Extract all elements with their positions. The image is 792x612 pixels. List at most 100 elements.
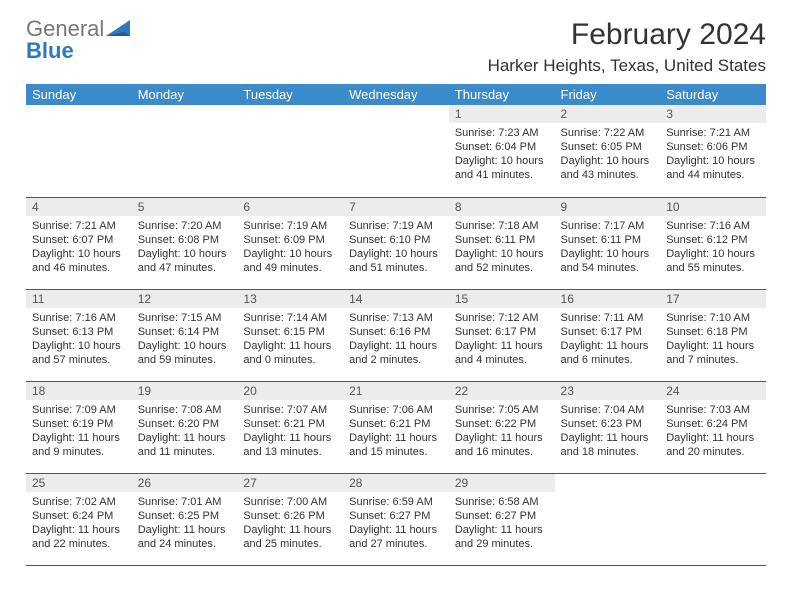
sunset-text: Sunset: 6:24 PM [32, 509, 126, 523]
day-body: Sunrise: 7:08 AMSunset: 6:20 PMDaylight:… [132, 400, 238, 465]
sunrise-text: Sunrise: 7:18 AM [455, 219, 549, 233]
day-number: 18 [26, 382, 132, 400]
calendar-cell: 26Sunrise: 7:01 AMSunset: 6:25 PMDayligh… [132, 473, 238, 565]
page-title: February 2024 [488, 18, 766, 52]
day-number: 27 [237, 474, 343, 492]
day-number: 4 [26, 198, 132, 216]
calendar-cell: 4Sunrise: 7:21 AMSunset: 6:07 PMDaylight… [26, 197, 132, 289]
sunset-text: Sunset: 6:18 PM [666, 325, 760, 339]
sunrise-text: Sunrise: 7:22 AM [561, 126, 655, 140]
daylight-text: Daylight: 10 hours and 47 minutes. [138, 247, 232, 275]
calendar-cell: 14Sunrise: 7:13 AMSunset: 6:16 PMDayligh… [343, 289, 449, 381]
calendar-cell: 13Sunrise: 7:14 AMSunset: 6:15 PMDayligh… [237, 289, 343, 381]
calendar-cell: 1Sunrise: 7:23 AMSunset: 6:04 PMDaylight… [449, 105, 555, 197]
sunrise-text: Sunrise: 6:59 AM [349, 495, 443, 509]
sunrise-text: Sunrise: 7:13 AM [349, 311, 443, 325]
sunset-text: Sunset: 6:08 PM [138, 233, 232, 247]
col-saturday: Saturday [660, 84, 766, 105]
calendar-cell: 27Sunrise: 7:00 AMSunset: 6:26 PMDayligh… [237, 473, 343, 565]
calendar-cell: 18Sunrise: 7:09 AMSunset: 6:19 PMDayligh… [26, 381, 132, 473]
day-body: Sunrise: 6:58 AMSunset: 6:27 PMDaylight:… [449, 492, 555, 557]
daylight-text: Daylight: 10 hours and 43 minutes. [561, 154, 655, 182]
calendar-cell: 22Sunrise: 7:05 AMSunset: 6:22 PMDayligh… [449, 381, 555, 473]
sunset-text: Sunset: 6:19 PM [32, 417, 126, 431]
sunset-text: Sunset: 6:04 PM [455, 140, 549, 154]
col-wednesday: Wednesday [343, 84, 449, 105]
sunset-text: Sunset: 6:27 PM [349, 509, 443, 523]
calendar-cell: 8Sunrise: 7:18 AMSunset: 6:11 PMDaylight… [449, 197, 555, 289]
daylight-text: Daylight: 10 hours and 46 minutes. [32, 247, 126, 275]
sunset-text: Sunset: 6:24 PM [666, 417, 760, 431]
day-body: Sunrise: 7:01 AMSunset: 6:25 PMDaylight:… [132, 492, 238, 557]
sunrise-text: Sunrise: 7:03 AM [666, 403, 760, 417]
day-number: 28 [343, 474, 449, 492]
sunset-text: Sunset: 6:25 PM [138, 509, 232, 523]
day-body: Sunrise: 7:18 AMSunset: 6:11 PMDaylight:… [449, 216, 555, 281]
day-number: 11 [26, 290, 132, 308]
daylight-text: Daylight: 10 hours and 54 minutes. [561, 247, 655, 275]
sunset-text: Sunset: 6:06 PM [666, 140, 760, 154]
day-body: Sunrise: 7:21 AMSunset: 6:07 PMDaylight:… [26, 216, 132, 281]
sunset-text: Sunset: 6:27 PM [455, 509, 549, 523]
day-number: 19 [132, 382, 238, 400]
daylight-text: Daylight: 11 hours and 7 minutes. [666, 339, 760, 367]
sunrise-text: Sunrise: 6:58 AM [455, 495, 549, 509]
sunset-text: Sunset: 6:12 PM [666, 233, 760, 247]
day-number: 9 [555, 198, 661, 216]
logo-word2: Blue [26, 38, 74, 63]
sunrise-text: Sunrise: 7:20 AM [138, 219, 232, 233]
daylight-text: Daylight: 11 hours and 24 minutes. [138, 523, 232, 551]
day-number: 10 [660, 198, 766, 216]
day-body: Sunrise: 7:10 AMSunset: 6:18 PMDaylight:… [660, 308, 766, 373]
col-friday: Friday [555, 84, 661, 105]
day-body: Sunrise: 7:22 AMSunset: 6:05 PMDaylight:… [555, 123, 661, 188]
sunrise-text: Sunrise: 7:23 AM [455, 126, 549, 140]
daylight-text: Daylight: 10 hours and 55 minutes. [666, 247, 760, 275]
day-body: Sunrise: 7:03 AMSunset: 6:24 PMDaylight:… [660, 400, 766, 465]
sunrise-text: Sunrise: 7:12 AM [455, 311, 549, 325]
day-body: Sunrise: 7:07 AMSunset: 6:21 PMDaylight:… [237, 400, 343, 465]
calendar-cell: 24Sunrise: 7:03 AMSunset: 6:24 PMDayligh… [660, 381, 766, 473]
day-number: 24 [660, 382, 766, 400]
calendar-cell: 25Sunrise: 7:02 AMSunset: 6:24 PMDayligh… [26, 473, 132, 565]
calendar-cell: 10Sunrise: 7:16 AMSunset: 6:12 PMDayligh… [660, 197, 766, 289]
day-body: Sunrise: 7:16 AMSunset: 6:12 PMDaylight:… [660, 216, 766, 281]
day-body: Sunrise: 7:09 AMSunset: 6:19 PMDaylight:… [26, 400, 132, 465]
calendar-cell: 11Sunrise: 7:16 AMSunset: 6:13 PMDayligh… [26, 289, 132, 381]
day-number: 1 [449, 105, 555, 123]
daylight-text: Daylight: 11 hours and 25 minutes. [243, 523, 337, 551]
col-sunday: Sunday [26, 84, 132, 105]
daylight-text: Daylight: 11 hours and 18 minutes. [561, 431, 655, 459]
daylight-text: Daylight: 11 hours and 15 minutes. [349, 431, 443, 459]
calendar-cell: 15Sunrise: 7:12 AMSunset: 6:17 PMDayligh… [449, 289, 555, 381]
calendar-cell: 19Sunrise: 7:08 AMSunset: 6:20 PMDayligh… [132, 381, 238, 473]
daylight-text: Daylight: 10 hours and 57 minutes. [32, 339, 126, 367]
calendar-cell: 5Sunrise: 7:20 AMSunset: 6:08 PMDaylight… [132, 197, 238, 289]
calendar-row: 4Sunrise: 7:21 AMSunset: 6:07 PMDaylight… [26, 197, 766, 289]
daylight-text: Daylight: 11 hours and 22 minutes. [32, 523, 126, 551]
day-body: Sunrise: 7:11 AMSunset: 6:17 PMDaylight:… [555, 308, 661, 373]
day-body: Sunrise: 7:04 AMSunset: 6:23 PMDaylight:… [555, 400, 661, 465]
calendar-cell: 16Sunrise: 7:11 AMSunset: 6:17 PMDayligh… [555, 289, 661, 381]
calendar-row: 18Sunrise: 7:09 AMSunset: 6:19 PMDayligh… [26, 381, 766, 473]
sunset-text: Sunset: 6:22 PM [455, 417, 549, 431]
col-thursday: Thursday [449, 84, 555, 105]
day-number: 7 [343, 198, 449, 216]
daylight-text: Daylight: 10 hours and 44 minutes. [666, 154, 760, 182]
sunrise-text: Sunrise: 7:21 AM [32, 219, 126, 233]
sunset-text: Sunset: 6:07 PM [32, 233, 126, 247]
day-number: 25 [26, 474, 132, 492]
day-body: Sunrise: 7:19 AMSunset: 6:10 PMDaylight:… [343, 216, 449, 281]
calendar-cell [343, 105, 449, 197]
day-body: Sunrise: 7:20 AMSunset: 6:08 PMDaylight:… [132, 216, 238, 281]
day-number: 14 [343, 290, 449, 308]
col-tuesday: Tuesday [237, 84, 343, 105]
daylight-text: Daylight: 10 hours and 51 minutes. [349, 247, 443, 275]
daylight-text: Daylight: 11 hours and 4 minutes. [455, 339, 549, 367]
day-body: Sunrise: 6:59 AMSunset: 6:27 PMDaylight:… [343, 492, 449, 557]
daylight-text: Daylight: 11 hours and 6 minutes. [561, 339, 655, 367]
day-body: Sunrise: 7:06 AMSunset: 6:21 PMDaylight:… [343, 400, 449, 465]
calendar-row: 25Sunrise: 7:02 AMSunset: 6:24 PMDayligh… [26, 473, 766, 565]
daylight-text: Daylight: 11 hours and 13 minutes. [243, 431, 337, 459]
day-body: Sunrise: 7:15 AMSunset: 6:14 PMDaylight:… [132, 308, 238, 373]
